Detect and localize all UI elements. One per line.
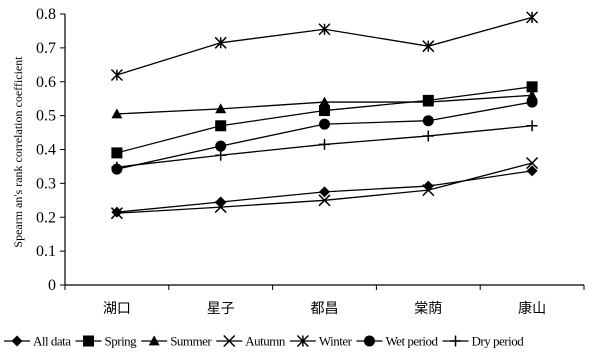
data-point-wet-period xyxy=(422,115,434,127)
y-tick-label: 0.7 xyxy=(36,40,56,57)
data-point-dry-period xyxy=(111,161,123,173)
x-tick-label: 棠荫 xyxy=(414,301,442,317)
legend-label: Winter xyxy=(319,334,353,349)
x-tick-label: 都昌 xyxy=(311,301,339,317)
x-tick-label: 湖口 xyxy=(103,301,131,317)
data-point-spring xyxy=(526,81,538,93)
data-point-winter xyxy=(110,68,123,82)
legend-marker-wet-period xyxy=(363,335,375,347)
y-axis-label: Spearm an's rank correlation coefficient xyxy=(11,56,25,248)
legend-item-summer: Summer xyxy=(141,334,213,349)
data-point-winter xyxy=(422,40,435,53)
series-markers xyxy=(110,11,539,220)
data-point-wet-period xyxy=(319,118,330,130)
data-point-summer xyxy=(111,108,123,119)
plot-area: 0 0.1 0.2 0.3 0.4 0.5 0.6 0.7 0.8 湖口 星子 都昌 棠荫 康山 xyxy=(36,6,585,317)
data-point-all-data xyxy=(319,186,330,198)
legend-marker-spring xyxy=(83,335,95,347)
legend-label: Dry period xyxy=(472,334,525,349)
legend-marker-all-data xyxy=(11,335,23,347)
y-axis-ticks: 0 0.1 0.2 0.3 0.4 0.5 0.6 0.7 0.8 xyxy=(36,6,65,294)
y-tick-label: 0.3 xyxy=(36,175,56,192)
data-point-all-data xyxy=(215,196,227,208)
x-axis-ticks: 湖口 星子 都昌 棠荫 康山 xyxy=(64,285,585,317)
legend-item-dry-period: Dry period xyxy=(442,334,525,349)
y-tick-label: 0.4 xyxy=(36,142,56,159)
data-point-dry-period xyxy=(526,120,538,132)
data-point-autumn xyxy=(422,184,435,197)
legend-item-autumn: Autumn xyxy=(216,334,286,349)
data-point-dry-period xyxy=(319,138,330,150)
legend-item-winter: Winter xyxy=(289,334,353,349)
data-point-all-data xyxy=(422,180,434,192)
legend-label: Spring xyxy=(105,334,138,349)
data-point-autumn xyxy=(214,201,227,214)
legend-label: Autumn xyxy=(245,334,286,349)
data-point-spring xyxy=(319,105,330,117)
data-point-all-data xyxy=(526,165,538,177)
y-tick-label: 0.5 xyxy=(36,108,56,125)
data-point-winter xyxy=(214,36,227,49)
legend-item-spring: Spring xyxy=(75,334,138,349)
data-point-summer xyxy=(422,96,434,107)
legend-label: All data xyxy=(33,334,71,349)
data-point-autumn xyxy=(526,157,539,170)
data-point-autumn xyxy=(318,194,331,207)
data-point-summer xyxy=(526,89,538,100)
data-point-dry-period xyxy=(215,149,227,161)
y-tick-label: 0.2 xyxy=(36,209,56,226)
legend-item-wet-period: Wet period xyxy=(356,334,439,349)
legend-label: Wet period xyxy=(385,334,438,349)
data-point-wet-period xyxy=(215,140,227,152)
data-point-autumn xyxy=(110,207,123,220)
legend-marker-autumn xyxy=(223,334,236,348)
data-point-wet-period xyxy=(526,96,538,108)
data-point-winter xyxy=(526,11,539,24)
x-tick-label: 星子 xyxy=(207,301,235,317)
data-point-dry-period xyxy=(422,130,434,142)
legend-label: Summer xyxy=(170,334,212,349)
data-point-winter xyxy=(318,23,331,36)
legend: All data Spring Summer Autumn Winter Wet peri… xyxy=(4,334,525,349)
legend-marker-winter xyxy=(296,334,309,348)
y-tick-label: 0.8 xyxy=(36,6,56,23)
legend-item-all-data: All data xyxy=(4,334,72,349)
x-tick-label: 康山 xyxy=(518,300,546,317)
data-point-spring xyxy=(111,147,123,159)
legend-marker-dry-period xyxy=(450,335,462,347)
y-tick-label: 0.6 xyxy=(36,74,56,91)
y-tick-label: 0 xyxy=(48,277,56,294)
data-point-summer xyxy=(319,96,330,107)
y-tick-label: 0.1 xyxy=(36,243,56,260)
data-point-summer xyxy=(215,103,227,114)
data-point-spring xyxy=(215,120,227,132)
legend-marker-summer xyxy=(148,335,160,346)
